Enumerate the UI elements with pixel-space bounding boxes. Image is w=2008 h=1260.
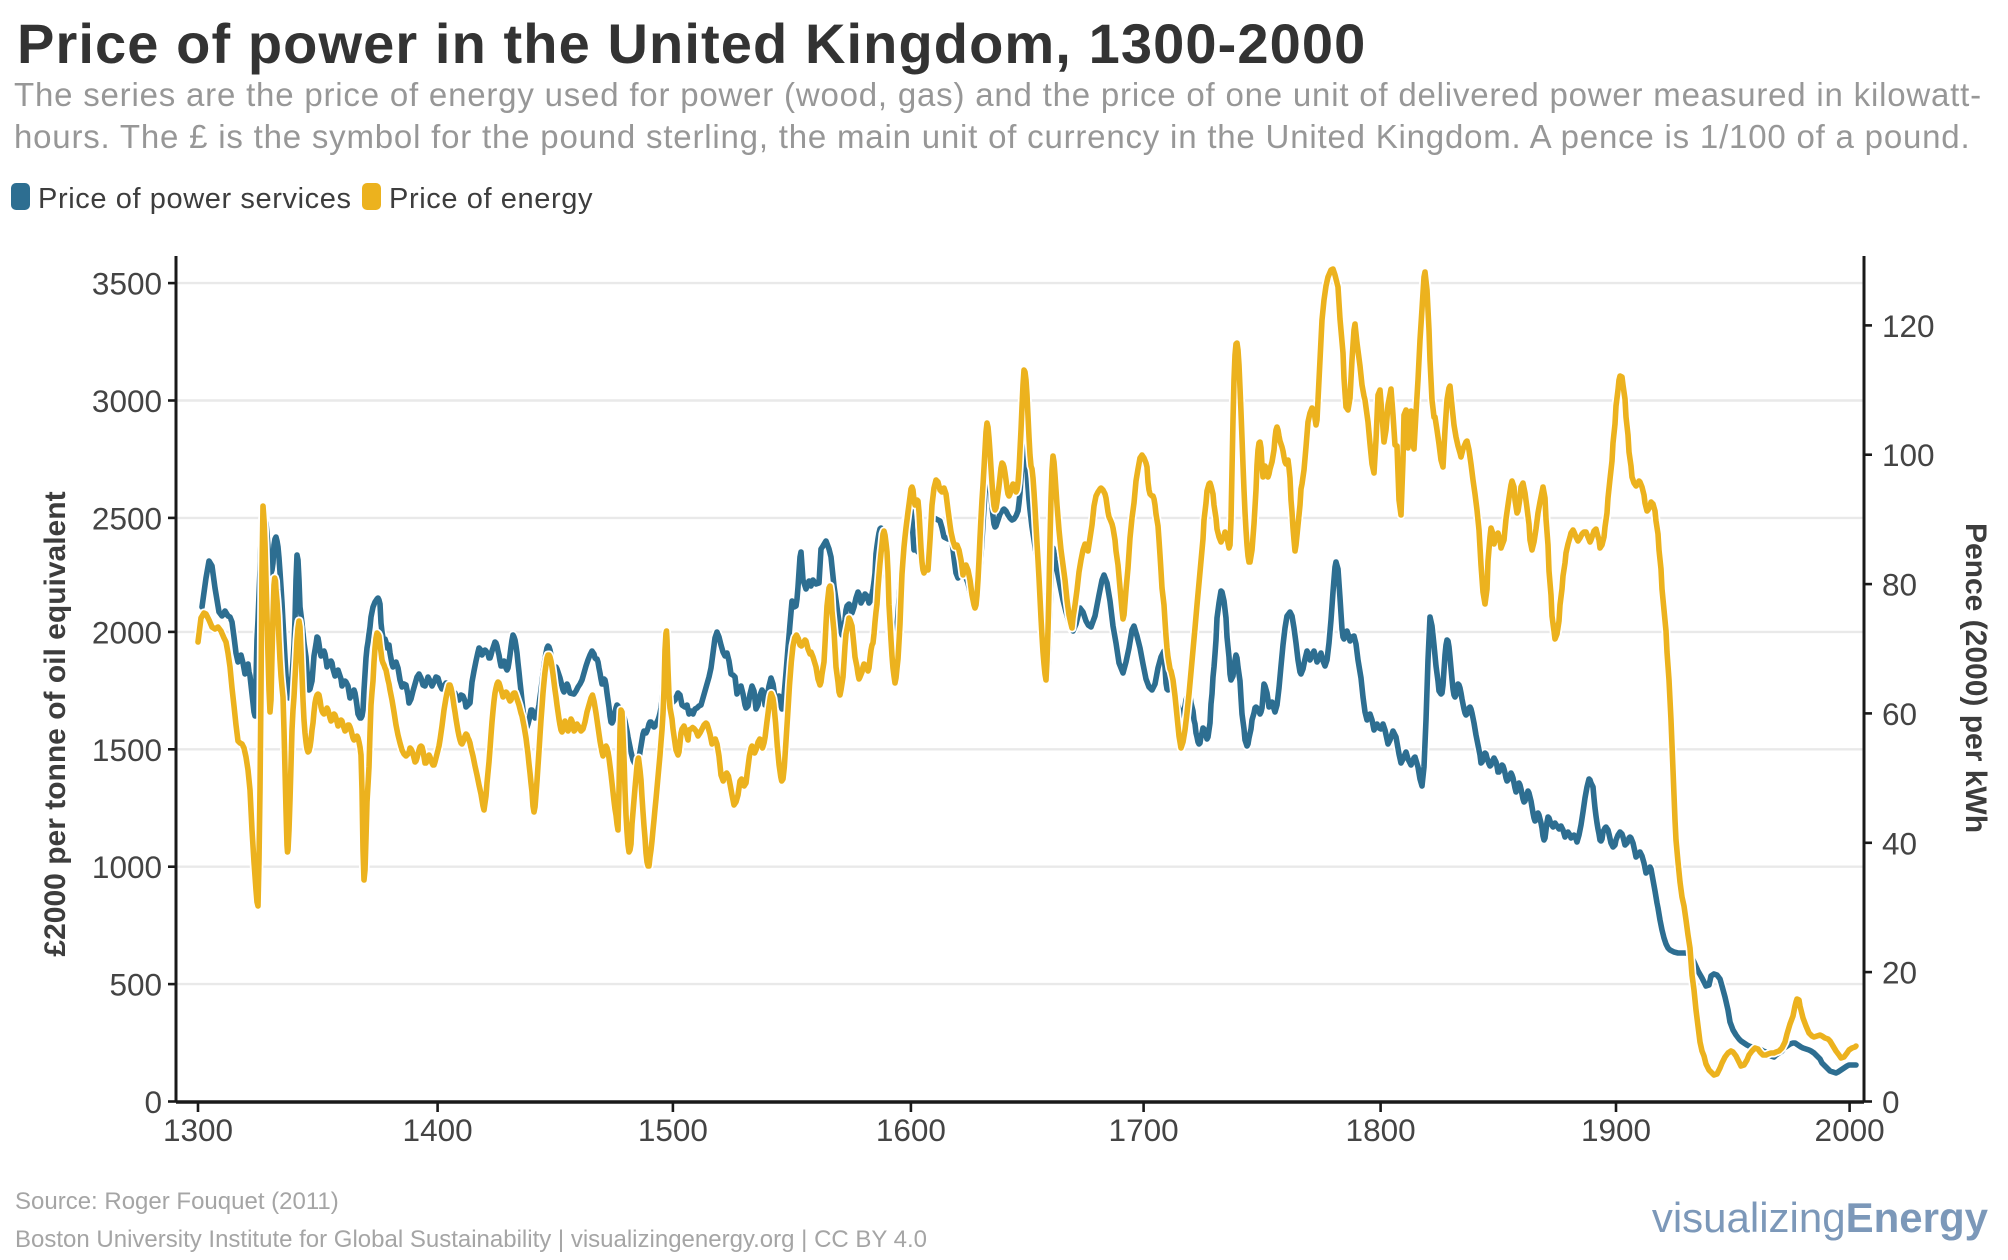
svg-text:1300: 1300 <box>163 1112 233 1148</box>
svg-text:40: 40 <box>1882 825 1917 861</box>
svg-text:1500: 1500 <box>92 732 162 768</box>
svg-text:Pence (2000) per kWh: Pence (2000) per kWh <box>1959 523 1992 833</box>
svg-text:1500: 1500 <box>638 1112 708 1148</box>
svg-text:Boston University Institute fo: Boston University Institute for Global S… <box>15 1226 927 1253</box>
svg-text:60: 60 <box>1882 696 1917 732</box>
svg-text:0: 0 <box>144 1084 162 1120</box>
svg-text:3000: 3000 <box>92 383 162 419</box>
svg-text:20: 20 <box>1882 955 1917 991</box>
svg-text:visualizingEnergy: visualizingEnergy <box>1652 1194 1989 1241</box>
svg-text:120: 120 <box>1882 308 1935 344</box>
svg-text:Price of power in the United K: Price of power in the United Kingdom, 13… <box>17 12 1366 75</box>
svg-text:Source: Roger Fouquet (2011): Source: Roger Fouquet (2011) <box>15 1188 339 1215</box>
svg-text:0: 0 <box>1882 1084 1900 1120</box>
svg-text:3500: 3500 <box>92 266 162 302</box>
svg-text:1400: 1400 <box>403 1112 473 1148</box>
svg-text:1000: 1000 <box>92 849 162 885</box>
svg-text:The series are the price of en: The series are the price of energy used … <box>14 76 1982 113</box>
svg-text:1600: 1600 <box>876 1112 946 1148</box>
svg-text:100: 100 <box>1882 437 1935 473</box>
svg-text:£2000 per tonne of oil equival: £2000 per tonne of oil equivalent <box>39 491 72 956</box>
svg-text:2000: 2000 <box>92 614 162 650</box>
svg-text:2500: 2500 <box>92 500 162 536</box>
svg-text:2000: 2000 <box>1815 1112 1885 1148</box>
svg-text:500: 500 <box>109 967 162 1003</box>
svg-text:1700: 1700 <box>1109 1112 1179 1148</box>
svg-text:1800: 1800 <box>1346 1112 1416 1148</box>
svg-text:hours. The £ is the symbol for: hours. The £ is the symbol for the pound… <box>14 118 1970 155</box>
svg-text:Price of power services: Price of power services <box>38 183 352 215</box>
svg-text:Price of energy: Price of energy <box>389 183 593 215</box>
svg-text:80: 80 <box>1882 567 1917 603</box>
svg-text:1900: 1900 <box>1581 1112 1651 1148</box>
